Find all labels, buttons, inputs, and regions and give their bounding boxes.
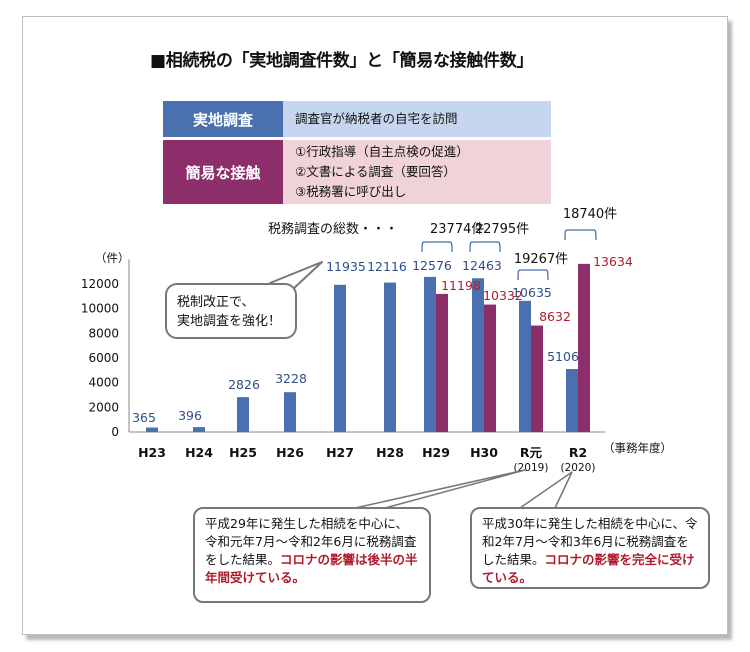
data-label-field-audit: 11935 [326,259,366,274]
data-label-field-audit: 12576 [412,258,452,273]
callout-r2-emphasis: コロナの影響を完全に受けている。 [482,552,695,585]
y-tick-label: 10000 [81,302,119,316]
callout-r1-pointer [354,469,526,509]
data-label-field-audit: 10635 [512,285,552,300]
bar-field-audit [334,284,346,432]
x-axis-label: （事務年度） [603,441,672,455]
y-tick-label: 8000 [88,326,119,340]
total-bracket-r2 [564,229,597,241]
legend-field-audit-label: 実地調査 [163,101,283,137]
y-tick-label: 0 [111,425,119,439]
bar-simple-contact [578,263,590,432]
callout-r1-emphasis: コロナの影響は後半の半年間受けている。 [205,552,418,585]
total-label: 19267件 [514,252,568,267]
x-tick-label: H26 [276,445,304,460]
total-label: 18740件 [563,207,617,222]
callout-r2-pointer [519,471,573,509]
data-label-simple-contact: 10332 [483,288,523,303]
total-bracket-h30 [469,241,501,253]
data-label-field-audit: 3228 [275,371,307,386]
total-bracket-r1 [517,269,549,281]
x-tick-sublabel: (2020) [561,462,596,474]
bar-simple-contact [484,304,496,432]
bar-field-audit [193,427,205,432]
data-label-simple-contact: 11198 [441,278,481,293]
x-tick-label: H28 [376,445,404,460]
field-audit-desc-text: 調査官が納税者の自宅を訪問 [295,111,458,126]
x-tick-label: H27 [326,445,354,460]
bar-simple-contact [531,325,543,432]
legend-simple-contact-desc: ①行政指導（自主点検の促進） ②文書による調査（要回答） ③税務署に呼び出し [283,140,551,204]
bar-field-audit [237,397,249,432]
bar-field-audit [424,276,436,432]
y-tick-label: 4000 [88,376,119,390]
data-label-field-audit: 2826 [228,377,260,392]
data-label-simple-contact: 8632 [539,309,571,324]
y-tick-label: 6000 [88,351,119,365]
chart-title: ■相続税の「実地調査件数」と「簡易な接触件数」 [150,51,534,71]
y-tick-label: 2000 [88,400,119,414]
bar-field-audit [519,300,531,432]
bar-field-audit [146,427,158,432]
simple-contact-item: ③税務署に呼び出し [295,184,407,199]
callout-r2: 平成30年に発生した相続を中心に、令和2年7月～令和3年6月に税務調査をした結果… [470,507,710,589]
data-label-simple-contact: 13634 [593,254,633,269]
x-tick-label: H24 [185,445,213,460]
data-label-field-audit: 5106 [547,349,579,364]
legend-field-audit: 実地調査 調査官が納税者の自宅を訪問 [163,101,551,137]
callout-r1-text: 平成29年に発生した相続を中心に、令和元年7月～令和2年6月に税務調査をした結果… [205,516,417,567]
x-tick-label: H29 [422,445,450,460]
bar-field-audit [472,278,484,432]
legend-field-audit-desc: 調査官が納税者の自宅を訪問 [283,101,551,137]
x-tick-label: H30 [470,445,498,460]
legend-simple-contact-label: 簡易な接触 [163,140,283,204]
bar-field-audit [566,369,578,432]
data-label-field-audit: 365 [132,410,156,425]
bar-simple-contact [436,293,448,432]
x-tick-label: R2 [569,445,587,460]
legend-simple-contact: 簡易な接触 ①行政指導（自主点検の促進） ②文書による調査（要回答） ③税務署に… [163,140,551,204]
bar-field-audit [284,392,296,432]
totals-prefix: 税務調査の総数・・・ [268,222,398,237]
callout-r2-text: 平成30年に発生した相続を中心に、令和2年7月～令和3年6月に税務調査をした結果… [482,516,698,567]
x-tick-label: H25 [229,445,257,460]
bar-field-audit [384,282,396,432]
callout-r1: 平成29年に発生した相続を中心に、令和元年7月～令和2年6月に税務調査をした結果… [193,507,431,603]
total-label: 22795件 [475,222,529,237]
data-label-field-audit: 12463 [462,258,502,273]
total-label: 23774件 [430,222,484,237]
y-axis-label: （件） [95,251,130,265]
x-tick-label: H23 [138,445,166,460]
data-label-field-audit: 12116 [367,259,407,274]
y-tick-label: 12000 [81,277,119,291]
simple-contact-item: ①行政指導（自主点検の促進） [295,144,469,159]
callout-reform: 税制改正で、 実地調査を強化！ [165,283,297,339]
data-label-field-audit: 396 [178,408,202,423]
x-tick-label: R元 [520,445,543,460]
total-bracket-h29 [421,241,453,253]
simple-contact-item: ②文書による調査（要回答） [295,164,456,179]
